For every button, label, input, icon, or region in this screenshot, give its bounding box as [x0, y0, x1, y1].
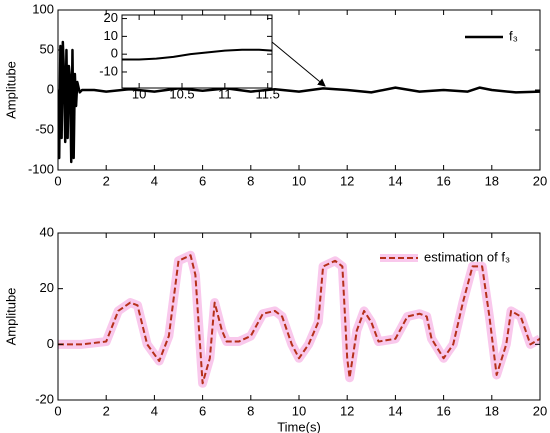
x-tick-label: 18 — [485, 173, 499, 188]
x-tick-label: 6 — [199, 173, 206, 188]
axes-frame — [121, 14, 273, 89]
y-tick-label: 20 — [40, 280, 54, 295]
x-tick-label: 0 — [54, 403, 61, 418]
x-tick-label: 2 — [103, 403, 110, 418]
x-tick-label: 6 — [199, 403, 206, 418]
x-tick-label: 10 — [132, 86, 146, 101]
y-tick-label: 0 — [47, 81, 54, 96]
inset-background — [122, 15, 272, 88]
y-tick-label: -100 — [28, 161, 54, 176]
y-axis-label: Amplitube — [3, 288, 18, 346]
y-tick-label: -50 — [35, 121, 54, 136]
zoom-arrow — [271, 41, 326, 87]
y-tick-label: 20 — [104, 10, 118, 25]
y-tick-label: -20 — [35, 391, 54, 406]
y-tick-label: 0 — [111, 46, 118, 61]
x-tick-label: 20 — [533, 173, 547, 188]
legend-label: f₃ — [509, 28, 518, 43]
x-tick-label: 11.5 — [256, 86, 280, 101]
x-tick-label: 10 — [292, 173, 306, 188]
inset-axes: 10 10.5 11 11.5 -10 0 10 20 — [99, 10, 280, 101]
x-tick-label: 10.5 — [169, 86, 194, 101]
x-tick-label: 12 — [340, 173, 354, 188]
x-tick-label: 18 — [485, 403, 499, 418]
main-axes: 0 2 4 6 8 10 12 14 16 18 20-100-50050100Amplitubef… — [3, 1, 547, 188]
x-tick-label: 14 — [388, 173, 402, 188]
x-tick-label: 16 — [436, 403, 450, 418]
y-axis-label: Amplitube — [3, 61, 18, 119]
data-line — [58, 254, 540, 385]
x-tick-label: 8 — [247, 173, 254, 188]
y-tick-label: 0 — [47, 336, 54, 351]
y-tick-label: 10 — [104, 28, 118, 43]
data-line — [58, 250, 540, 388]
x-tick-label: 2 — [103, 173, 110, 188]
x-tick-label: 0 — [54, 173, 61, 188]
x-tick-label: 4 — [151, 173, 158, 188]
estimation-axes: 0 2 4 6 8 10 12 14 16 18 20-2002040AmplitubeTime(s… — [3, 224, 547, 433]
x-tick-label: 4 — [151, 403, 158, 418]
x-tick-label: 20 — [533, 403, 547, 418]
x-tick-label: 10 — [292, 403, 306, 418]
x-tick-label: 12 — [340, 403, 354, 418]
legend-label: estimation of f₃ — [424, 249, 510, 264]
x-tick-label: 11 — [218, 86, 232, 101]
y-tick-label: 50 — [40, 41, 54, 56]
x-tick-label: 14 — [388, 403, 402, 418]
x-tick-label: 8 — [247, 403, 254, 418]
data-line — [58, 40, 540, 164]
data-line — [122, 48, 272, 61]
y-tick-label: 100 — [32, 1, 54, 16]
y-tick-label: 40 — [40, 224, 54, 239]
x-tick-label: 16 — [436, 173, 450, 188]
y-tick-label: -10 — [99, 63, 118, 78]
x-axis-label: Time(s) — [277, 419, 321, 433]
